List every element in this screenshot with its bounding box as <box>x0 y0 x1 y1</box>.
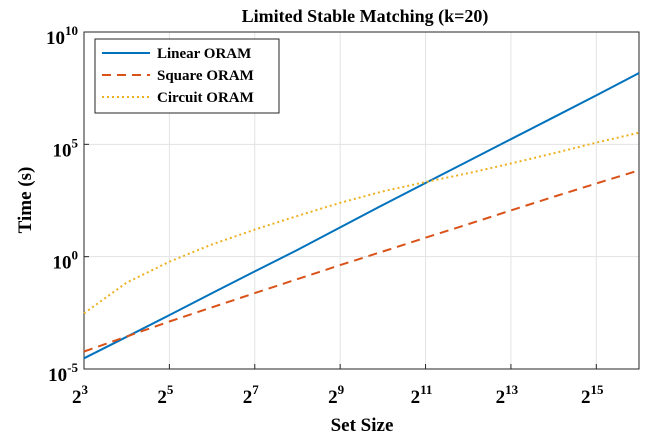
series-line-linear-oram <box>83 72 640 360</box>
plot-frame <box>83 31 640 370</box>
legend-label: Square ORAM <box>157 68 254 84</box>
y-tick-labels: 10-5 100 105 1010 <box>46 23 79 386</box>
series-line-square-oram <box>83 169 640 353</box>
x-tick-labels: 23 25 27 29 211 213 215 <box>72 382 604 408</box>
x-tick-label: 213 <box>496 382 519 408</box>
y-axis-label: Time (s) <box>15 167 36 234</box>
x-tick-label: 211 <box>411 382 433 408</box>
y-tick-label: 100 <box>53 248 79 274</box>
y-tick-label: 10-5 <box>48 360 78 386</box>
chart-title: Limited Stable Matching (k=20) <box>242 6 489 27</box>
y-tick-label: 1010 <box>46 23 78 49</box>
x-tick-label: 29 <box>328 382 345 408</box>
x-tick-label: 23 <box>72 382 89 408</box>
legend-label: Linear ORAM <box>157 46 251 62</box>
x-axis-label: Set Size <box>331 415 394 436</box>
x-tick-label: 215 <box>581 382 604 408</box>
legend-label: Circuit ORAM <box>157 90 254 106</box>
series-lines <box>83 72 640 360</box>
y-tick-label: 105 <box>53 135 79 161</box>
series-line-circuit-oram <box>83 131 640 315</box>
x-tick-label: 27 <box>243 382 260 408</box>
legend: Linear ORAM Square ORAM Circuit ORAM <box>94 38 280 114</box>
x-tick-label: 25 <box>157 382 174 408</box>
